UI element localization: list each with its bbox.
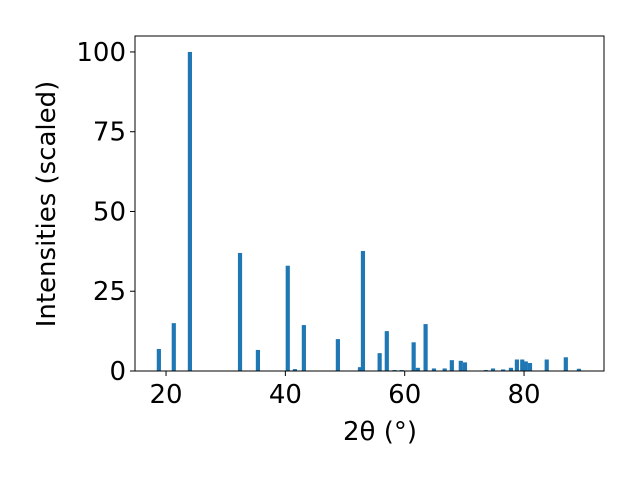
y-tick-label: 25 xyxy=(93,277,126,307)
bar xyxy=(523,361,528,371)
bar xyxy=(514,359,519,371)
bar xyxy=(527,363,533,371)
x-tick-label: 80 xyxy=(507,380,540,410)
bar xyxy=(423,324,428,371)
bar xyxy=(490,368,496,371)
plot-frame xyxy=(134,35,605,372)
bar xyxy=(255,349,261,371)
bar xyxy=(357,367,363,371)
bar xyxy=(335,339,340,371)
bar xyxy=(377,353,382,371)
bar xyxy=(411,342,416,371)
x-axis-label: 2θ (°) xyxy=(343,417,417,447)
bar xyxy=(462,362,468,371)
y-tick-label: 100 xyxy=(76,38,126,68)
bar xyxy=(171,323,176,371)
y-tick-label: 75 xyxy=(93,118,126,148)
bar xyxy=(301,325,306,371)
x-tick-label: 20 xyxy=(149,380,182,410)
bar xyxy=(187,51,192,371)
bar xyxy=(458,360,463,371)
bar xyxy=(237,252,243,371)
bar xyxy=(508,367,514,371)
bar xyxy=(415,367,420,371)
bar xyxy=(442,368,447,371)
y-axis-label: Intensities (scaled) xyxy=(32,81,62,328)
bar xyxy=(285,265,290,371)
bar xyxy=(431,368,437,371)
bar xyxy=(501,369,506,371)
y-tick-label: 50 xyxy=(93,197,126,227)
bar xyxy=(563,357,568,371)
x-tick-label: 60 xyxy=(388,380,421,410)
bar xyxy=(292,369,298,371)
bar xyxy=(449,360,454,371)
bar xyxy=(544,359,549,371)
bar xyxy=(156,348,161,371)
bar xyxy=(576,368,582,371)
bar xyxy=(360,251,366,371)
bar xyxy=(520,359,525,371)
y-tick-label: 0 xyxy=(109,357,126,387)
x-tick-label: 40 xyxy=(269,380,302,410)
bar xyxy=(384,331,389,371)
